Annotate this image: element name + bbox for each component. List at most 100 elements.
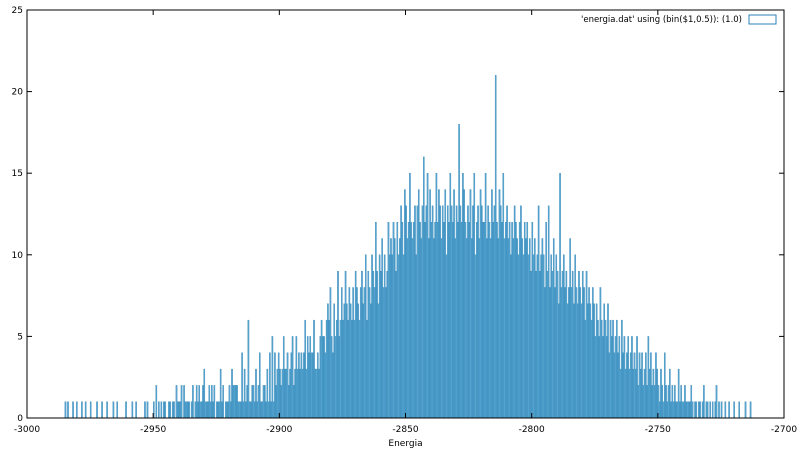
histogram-bar bbox=[477, 205, 479, 419]
histogram-bar bbox=[682, 401, 685, 419]
histogram-bar bbox=[568, 287, 570, 419]
histogram-bar bbox=[631, 336, 633, 419]
y-tick-label: 20 bbox=[12, 88, 24, 98]
histogram-bar bbox=[400, 205, 402, 419]
histogram-bar bbox=[656, 368, 658, 419]
histogram-bar bbox=[146, 401, 149, 419]
histogram-bar bbox=[393, 238, 396, 419]
histogram-bar bbox=[513, 205, 516, 419]
histogram-bar bbox=[709, 401, 711, 419]
histogram-bar bbox=[703, 385, 705, 419]
histogram-bar bbox=[532, 254, 535, 419]
histogram-bar bbox=[388, 254, 391, 419]
histogram-bar bbox=[593, 303, 595, 419]
histogram-bar bbox=[705, 401, 708, 419]
histogram-bar bbox=[547, 205, 550, 419]
histogram-bar bbox=[135, 401, 137, 419]
histogram-bar bbox=[744, 401, 747, 419]
histogram-bar bbox=[247, 319, 250, 419]
histogram-bar bbox=[628, 368, 631, 419]
histogram-bar bbox=[375, 222, 377, 419]
histogram-bar bbox=[551, 270, 554, 419]
histogram-bar bbox=[446, 205, 449, 419]
histogram-bar bbox=[250, 401, 252, 419]
histogram-bar bbox=[520, 205, 522, 419]
histogram-bar bbox=[581, 270, 584, 419]
histogram-bar bbox=[303, 352, 305, 419]
histogram-bar bbox=[632, 368, 635, 419]
histogram-bar bbox=[435, 173, 438, 419]
histogram-bar bbox=[666, 401, 669, 419]
histogram-bar bbox=[428, 238, 430, 419]
histogram-bar bbox=[144, 401, 146, 419]
histogram-bar bbox=[308, 352, 310, 419]
histogram-bar bbox=[561, 270, 564, 419]
histogram-bar bbox=[440, 238, 443, 419]
histogram-bar bbox=[242, 401, 245, 419]
histogram-bar bbox=[279, 368, 281, 419]
histogram-bar bbox=[334, 336, 337, 419]
y-axis: 0 5 10 15 20 25 bbox=[12, 6, 784, 424]
histogram-bar bbox=[266, 368, 269, 419]
histogram-bar bbox=[603, 303, 605, 419]
histogram-bar bbox=[506, 205, 508, 419]
histogram-bar bbox=[496, 222, 498, 419]
histogram-bar bbox=[701, 401, 704, 419]
histogram-bar bbox=[618, 336, 621, 419]
histogram-bar bbox=[265, 401, 267, 419]
histogram-bar bbox=[541, 238, 544, 419]
histogram-bar bbox=[718, 401, 720, 419]
histogram-bar bbox=[670, 401, 672, 419]
histogram-bar bbox=[570, 287, 573, 419]
histogram-bar bbox=[576, 303, 579, 419]
histogram-bar bbox=[243, 368, 246, 419]
histogram-bar bbox=[646, 385, 648, 419]
histogram-bar bbox=[453, 189, 455, 419]
histogram-bar bbox=[676, 401, 679, 419]
histogram-bar bbox=[246, 385, 248, 419]
histogram-bar bbox=[258, 352, 261, 419]
histogram-bar bbox=[691, 401, 694, 419]
histogram-bar bbox=[211, 385, 213, 419]
histogram-bar bbox=[183, 385, 185, 419]
histogram-bar bbox=[482, 222, 484, 419]
histogram-bar bbox=[486, 238, 488, 419]
histogram-bar bbox=[535, 270, 537, 419]
histogram-bar bbox=[358, 319, 361, 419]
histogram-bar bbox=[528, 238, 531, 419]
histogram-bar bbox=[96, 401, 98, 419]
histogram-bar bbox=[300, 352, 303, 419]
histogram-bar bbox=[614, 336, 617, 419]
histogram-bar bbox=[335, 319, 338, 419]
histogram-bar bbox=[441, 205, 444, 419]
histogram-bar bbox=[248, 401, 251, 419]
histogram-bar bbox=[356, 287, 358, 419]
histogram-bar bbox=[605, 336, 608, 419]
histogram-bar bbox=[383, 254, 386, 419]
histogram-bar bbox=[298, 352, 300, 419]
histogram-bar bbox=[624, 368, 627, 419]
histogram-bar bbox=[534, 238, 536, 419]
histogram-bar bbox=[185, 401, 188, 419]
histogram-bar bbox=[587, 303, 589, 419]
histogram-bar bbox=[544, 287, 546, 419]
histogram-bar bbox=[728, 401, 730, 419]
histogram-bar bbox=[416, 205, 419, 419]
histogram-bar bbox=[213, 385, 216, 419]
histogram-bar bbox=[459, 205, 462, 419]
histogram-bar bbox=[158, 401, 160, 419]
histogram-bar bbox=[415, 254, 418, 419]
histogram-bar bbox=[306, 336, 309, 419]
histogram-bar bbox=[160, 401, 163, 419]
histogram-bar bbox=[363, 287, 366, 419]
histogram-bar bbox=[465, 238, 468, 419]
histogram-bar bbox=[502, 173, 505, 419]
histogram-bar bbox=[368, 287, 371, 419]
histogram-bar bbox=[352, 287, 354, 419]
histogram-bar bbox=[397, 254, 400, 419]
histogram-bar bbox=[575, 287, 578, 419]
histogram-bar bbox=[458, 124, 460, 419]
histogram-bar bbox=[338, 336, 341, 419]
histogram-bar bbox=[327, 303, 329, 419]
histogram-bar bbox=[370, 303, 372, 419]
